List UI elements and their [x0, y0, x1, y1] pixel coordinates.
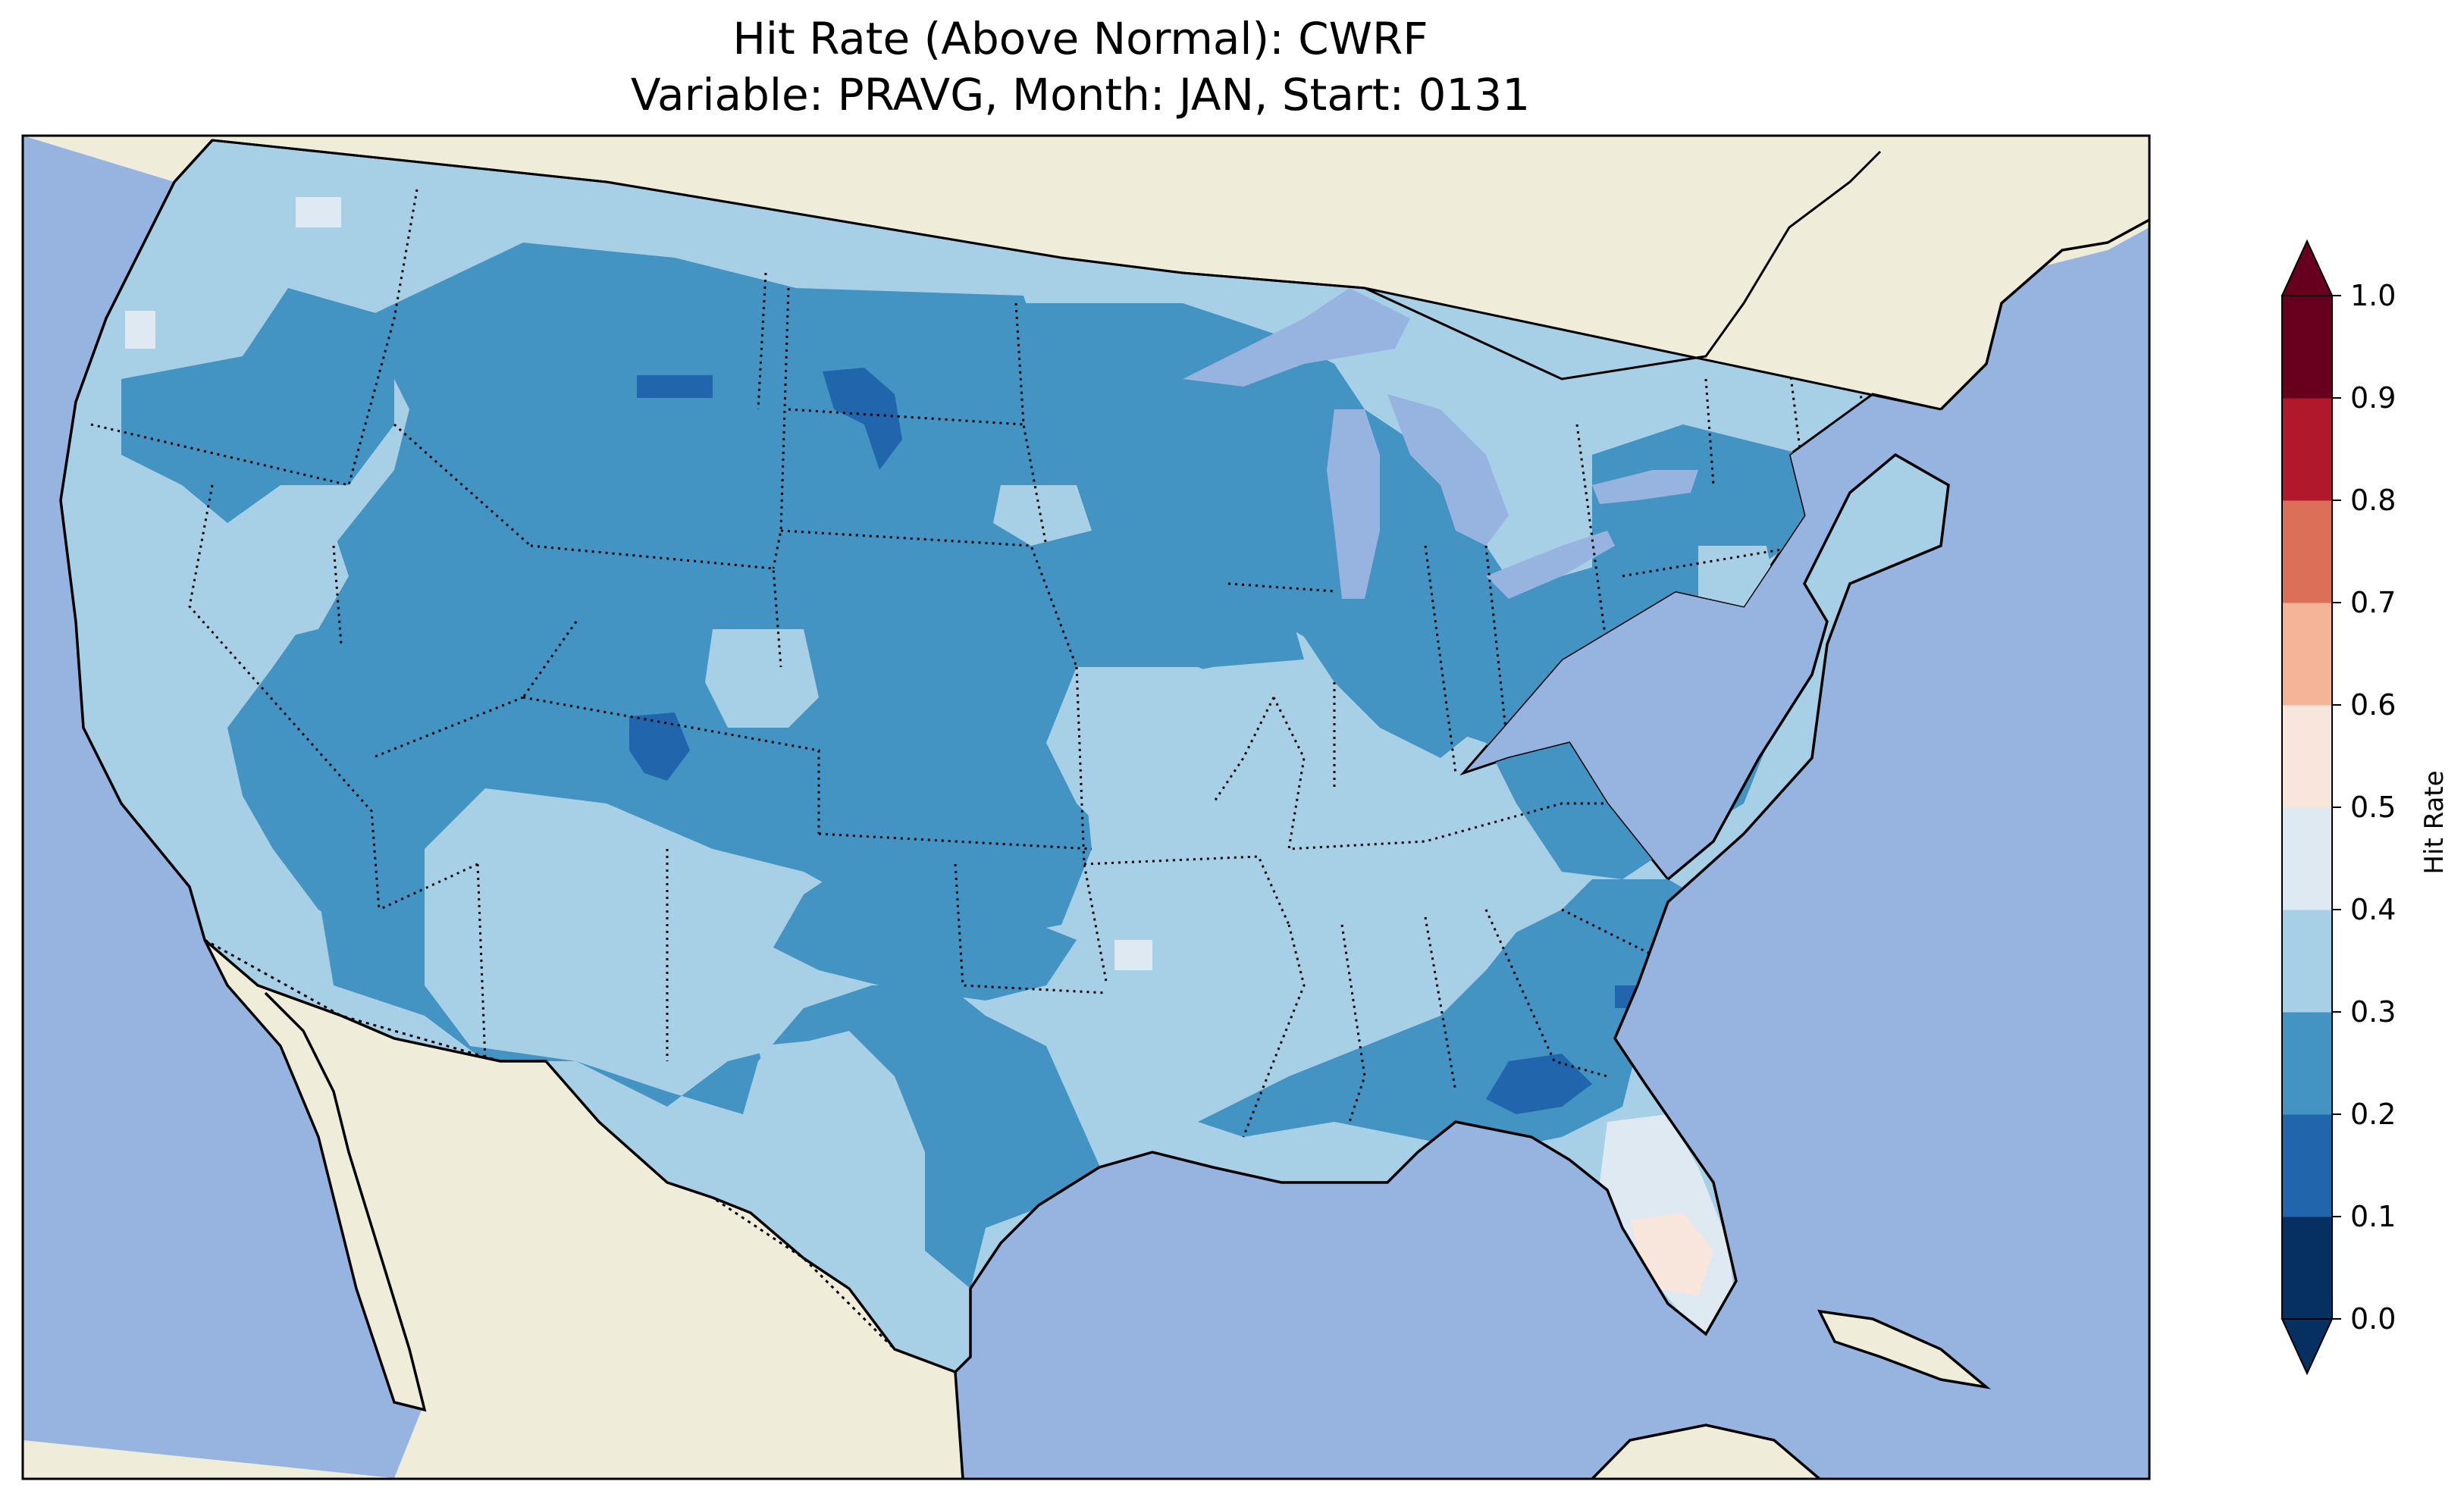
- colorbar-bin-0.0-0.1: [2282, 1217, 2332, 1320]
- state-borders: [90, 189, 1882, 1138]
- baja-coast: [203, 939, 427, 1412]
- coastline: [59, 139, 1950, 1374]
- region-light-nw: [125, 311, 155, 349]
- colorbar-tick-label: 1.0: [2350, 279, 2396, 312]
- land-north: [23, 136, 2149, 409]
- region-great-basin: [243, 591, 652, 947]
- colorbar-bin-0.9-1.0: [2282, 296, 2332, 399]
- east-canada-coast: [1939, 218, 2149, 411]
- colorbar-bin-0.7-0.8: [2282, 500, 2332, 603]
- colorbar-tick-label: 0.2: [2350, 1098, 2396, 1131]
- region-light-texas: [1114, 940, 1152, 970]
- colorbar-tick-label: 0.6: [2350, 688, 2396, 722]
- region-dark-georgia: [1486, 1054, 1592, 1114]
- region-south-florida: [1630, 1213, 1713, 1296]
- lake-michigan: [1327, 409, 1380, 599]
- colorbar-ticks: 0.0 0.1 0.2 0.3 0.4 0.5 0.6 0.7 0.8 0.9 1.0: [2332, 279, 2396, 1336]
- lake-huron: [1387, 394, 1509, 546]
- colorbar-label: Hit Rate: [2419, 770, 2450, 874]
- colorbar-extend-high: [2281, 239, 2334, 296]
- colorbar-tick-label: 0.1: [2350, 1200, 2396, 1233]
- colorbar-bin-0.1-0.2: [2282, 1114, 2332, 1217]
- lake-superior: [1183, 288, 1410, 387]
- colorbar-bin-0.5-0.6: [2282, 705, 2332, 808]
- lake-erie: [1486, 531, 1615, 599]
- region-nebraska: [993, 485, 1092, 546]
- colorbar-bin-0.8-0.9: [2282, 398, 2332, 501]
- map-subtitle: Variable: PRAVG, Month: JAN, Start: 0131: [630, 69, 1531, 121]
- colorbar-tick-label: 0.5: [2350, 791, 2396, 824]
- region-mississippi: [1198, 834, 1547, 1046]
- region-dark-north-dakota: [823, 368, 902, 470]
- colorbar-bin-0.3-0.4: [2282, 910, 2332, 1013]
- colorbar-tick-label: 0.9: [2350, 381, 2396, 415]
- region-plains-south: [773, 864, 1077, 1001]
- region-northwest: [121, 288, 394, 523]
- colorbar-tick-label: 0.8: [2350, 484, 2396, 517]
- us-mexico-border: [204, 938, 956, 1373]
- cuba-coast: [1817, 1309, 1992, 1389]
- colorbar-tick-label: 0.0: [2350, 1302, 2396, 1336]
- colorbar-extend-low: [2281, 1318, 2334, 1376]
- land-cuba: [1820, 1311, 1986, 1387]
- region-eastern-oregon: [205, 515, 349, 644]
- colorbar-bin-0.6-0.7: [2282, 603, 2332, 706]
- yucatan-coast: [1591, 1424, 1821, 1479]
- colorbar-tick-label: 0.3: [2350, 995, 2396, 1029]
- region-southern-texas: [758, 1038, 910, 1198]
- colorbar-bin-0.2-0.3: [2282, 1012, 2332, 1115]
- land-baja: [205, 940, 425, 1410]
- region-missouri: [1046, 667, 1304, 879]
- region-dark-montana: [637, 375, 713, 398]
- colorbar-bins: [2281, 239, 2334, 1376]
- region-southwest-nm: [591, 879, 728, 1001]
- land-mexico: [23, 940, 963, 1479]
- colorbar-tick-label: 0.4: [2350, 893, 2396, 926]
- region-light-idaho: [296, 197, 341, 227]
- region-western-colorado: [705, 629, 819, 728]
- lake-ontario: [1592, 470, 1698, 504]
- map-frame: [21, 134, 2151, 1480]
- land-nova-scotia: [1971, 136, 2149, 311]
- mexico-gulf-coast: [954, 1371, 964, 1479]
- colorbar-bin-0.4-0.5: [2282, 807, 2332, 910]
- us-canada-border: [212, 139, 1882, 381]
- region-dark-colorado: [629, 713, 690, 781]
- map-title: Hit Rate (Above Normal): CWRF: [732, 13, 1428, 64]
- colorbar-tick-label: 0.7: [2350, 586, 2396, 619]
